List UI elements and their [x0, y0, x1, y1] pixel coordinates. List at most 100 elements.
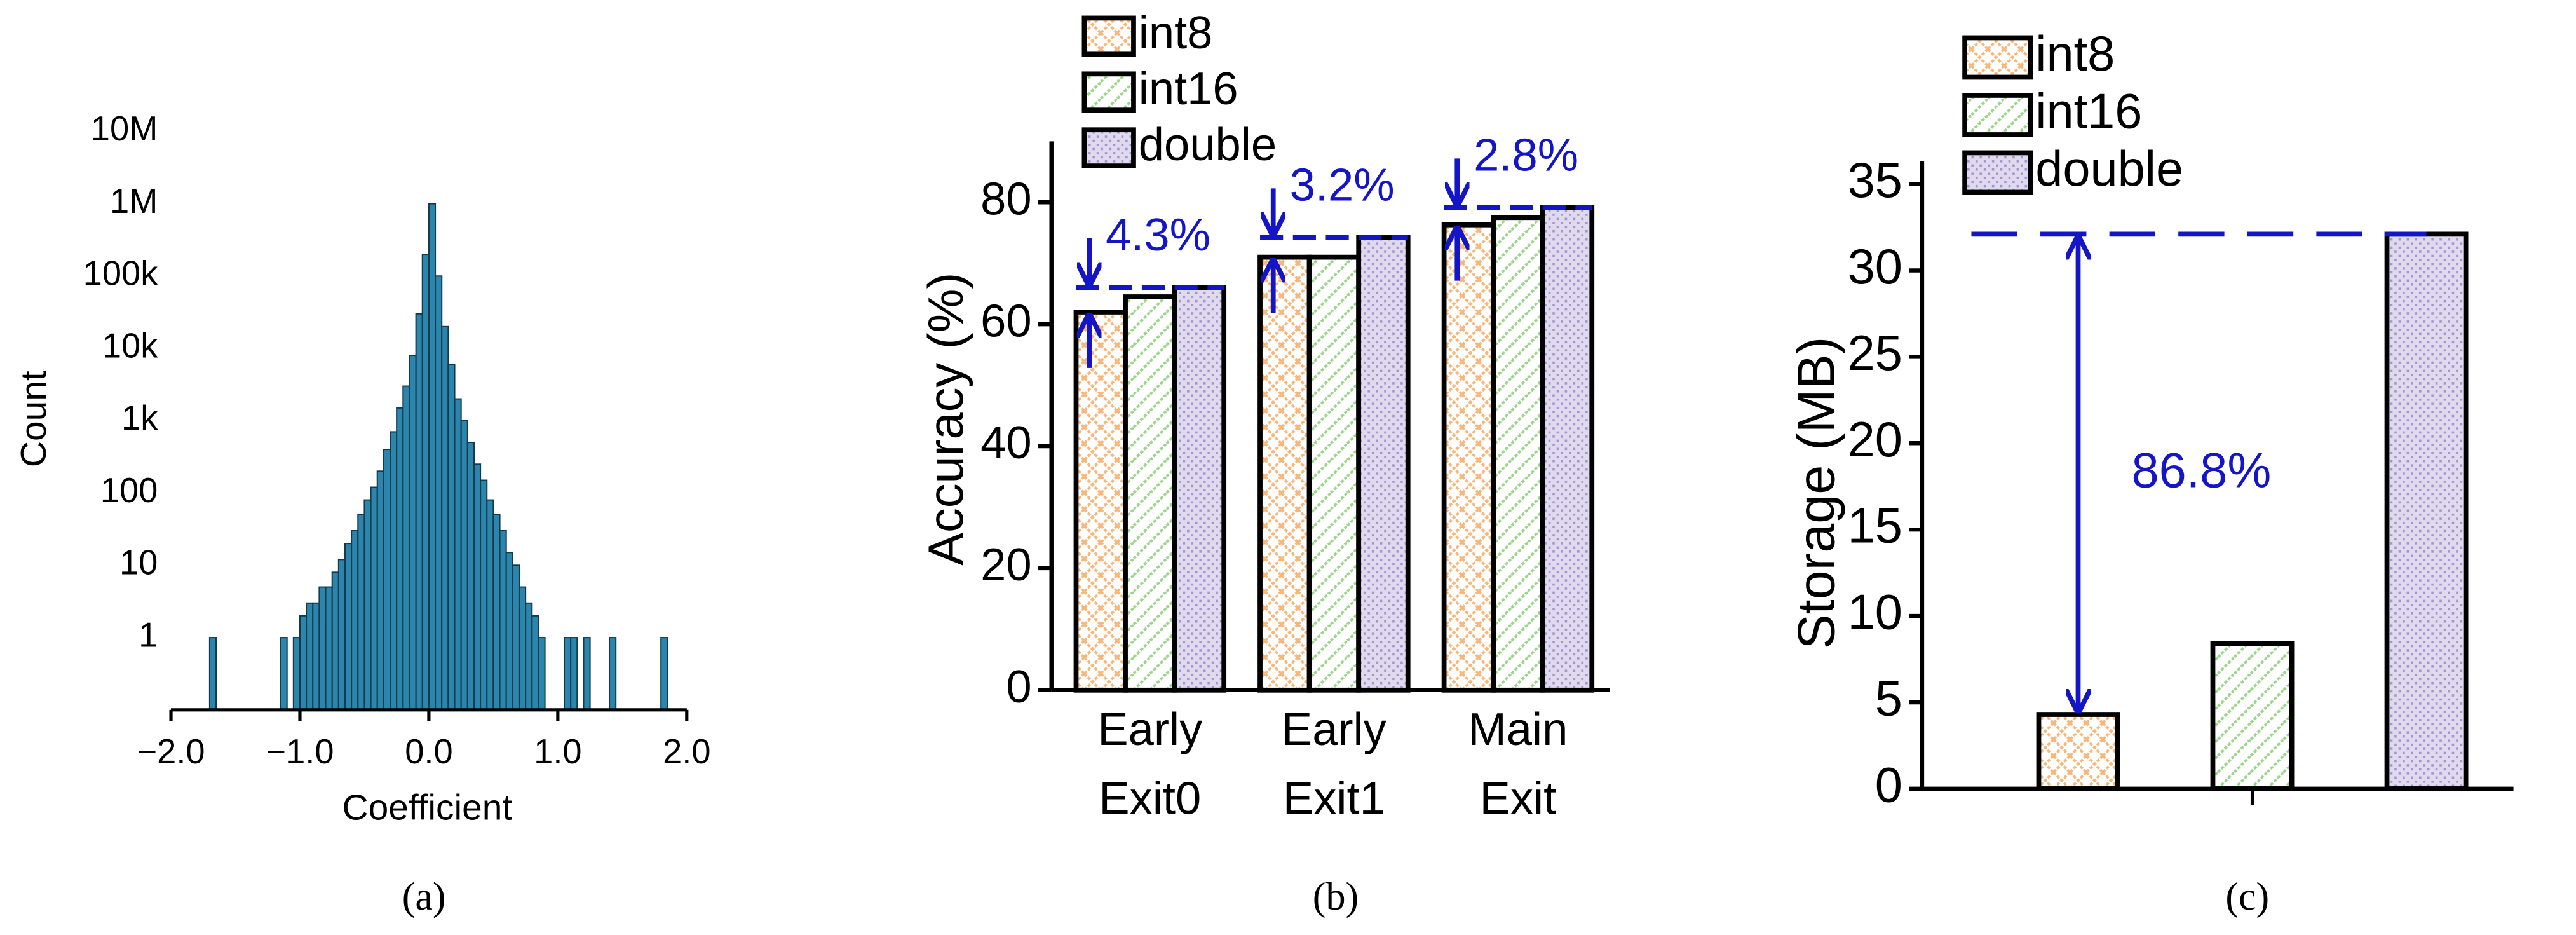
y-tick-label: 0	[1006, 661, 1031, 713]
histogram-bar	[402, 385, 410, 711]
histogram-bar	[435, 275, 443, 711]
y-tick-label: 100k	[83, 254, 159, 293]
histogram-bar	[306, 602, 314, 711]
y-axis-label: Accuracy (%)	[919, 273, 973, 566]
y-tick-label: 20	[980, 539, 1032, 590]
caption: (c)	[2225, 875, 2269, 918]
histogram-bar	[441, 325, 449, 711]
y-tick-label: 1	[139, 615, 158, 654]
histogram-bar	[376, 470, 384, 711]
histogram-bar	[344, 543, 353, 711]
histogram-bar	[505, 552, 513, 711]
y-tick-label: 10k	[102, 326, 158, 365]
histogram-bar	[499, 530, 507, 711]
histogram-bar	[466, 442, 475, 711]
legend-swatch	[1962, 35, 2033, 80]
histogram-bar	[486, 499, 494, 711]
y-tick-label: 35	[1848, 153, 1902, 208]
histogram-bar	[421, 254, 430, 711]
bar	[1491, 215, 1545, 693]
annotation: 4.3%	[1106, 209, 1210, 261]
legend-swatch	[1081, 15, 1136, 57]
histogram-bar	[538, 637, 546, 711]
bar	[2210, 641, 2295, 791]
y-tick-label: 20	[1848, 413, 1902, 467]
histogram-bar	[337, 559, 346, 711]
histogram-bar	[447, 364, 456, 711]
x-tick-label: −2.0	[137, 732, 205, 771]
histogram-bar	[396, 407, 404, 711]
bar	[1257, 254, 1312, 693]
y-tick-label: 10	[119, 543, 158, 582]
x-tick-label: 0.0	[405, 732, 452, 771]
caption: (b)	[1313, 875, 1359, 918]
y-axis-label: Count	[14, 371, 54, 467]
histogram-bar	[415, 313, 423, 711]
histogram-bar	[280, 637, 288, 711]
y-tick-label: 1M	[110, 182, 158, 221]
histogram-bar	[312, 602, 320, 711]
histogram-bar	[383, 449, 391, 711]
y-tick-label: 0	[1875, 758, 1902, 812]
y-tick-label: 25	[1848, 326, 1902, 381]
y-axis-label: Storage (MB)	[1786, 337, 1845, 650]
histogram-bar	[525, 602, 533, 711]
histogram-bar	[480, 479, 488, 711]
legend-label: double	[2035, 142, 2183, 196]
histogram-bar	[299, 615, 308, 711]
x-tick-label: −1.0	[266, 732, 334, 771]
y-tick-label: 40	[980, 417, 1032, 468]
histogram-bar	[325, 586, 333, 711]
legend-label: int16	[1139, 63, 1238, 114]
histogram-bar	[318, 586, 327, 711]
y-tick-label: 1k	[121, 399, 158, 437]
bar	[1540, 205, 1595, 693]
bar	[1441, 222, 1496, 693]
histogram-bar	[531, 615, 539, 711]
x-tick-label: 2.0	[663, 732, 710, 771]
histogram-bar	[292, 637, 301, 711]
histogram-bar	[357, 514, 365, 711]
y-tick-label: 30	[1848, 240, 1902, 294]
annotation: 2.8%	[1474, 129, 1578, 181]
histogram-bar	[518, 586, 527, 711]
histogram-bar	[390, 431, 398, 711]
y-tick-label: 60	[980, 295, 1032, 346]
histogram-bar	[512, 564, 520, 711]
legend-label: double	[1139, 119, 1277, 170]
annotation: 3.2%	[1290, 159, 1395, 210]
y-tick-label: 10	[1848, 585, 1902, 640]
histogram-bar	[563, 637, 572, 711]
x-tick-label: Early Exit1	[1282, 704, 1387, 824]
histogram-bar	[660, 637, 668, 711]
histogram-bar	[609, 637, 617, 711]
legend-swatch	[1962, 93, 2033, 137]
histogram-bar	[454, 398, 462, 711]
legend-swatch	[1962, 150, 2033, 195]
y-tick-label: 10M	[91, 109, 158, 148]
y-tick-label: 100	[100, 471, 158, 510]
legend-label: int8	[1139, 7, 1213, 58]
bar	[1356, 235, 1411, 693]
histogram-bar	[473, 463, 482, 711]
y-tick-label: 5	[1875, 671, 1902, 726]
caption: (a)	[402, 875, 446, 918]
y-tick-label: 80	[980, 173, 1032, 224]
legend-label: int16	[2035, 84, 2142, 139]
x-tick-label: Main Exit	[1468, 704, 1568, 824]
histogram-bar	[370, 486, 378, 711]
histogram-bar	[570, 637, 578, 711]
legend-label: int8	[2035, 27, 2115, 81]
legend-swatch	[1081, 127, 1136, 168]
x-axis-label: Coefficient	[342, 788, 513, 828]
x-tick-label: 1.0	[534, 732, 581, 771]
histogram-bar	[409, 355, 417, 711]
annotation: 86.8%	[2131, 444, 2271, 498]
bar	[1123, 294, 1177, 693]
histogram-bar	[208, 637, 217, 711]
x-tick-label: Early Exit0	[1097, 704, 1203, 824]
bar	[2036, 712, 2120, 791]
histogram-bar	[492, 514, 501, 711]
